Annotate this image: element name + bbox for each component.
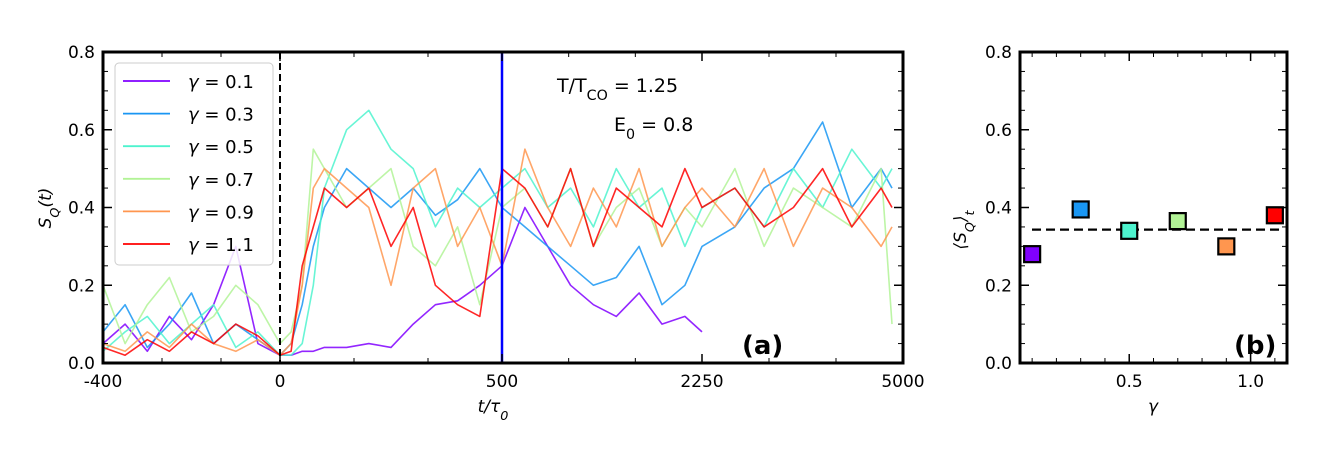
y-tick-label: 0.2 [68,276,95,296]
y-tick-label: 0.6 [68,121,95,141]
panel-b: 0.5 1.0 0.0 0.2 0.4 0.6 0.8 [985,43,1289,392]
x-tick-label: 2250 [680,372,723,392]
legend-label: γ = 0.9 [188,202,254,223]
legend-label: γ = 0.7 [188,170,254,191]
scatter-point [1265,206,1284,225]
x-axis-label-b: γ [1148,397,1159,417]
y-tick-label: 0.0 [68,354,95,374]
panel-label-a: (a) [742,331,783,361]
series-line-0.7 [102,148,893,345]
x-tick-label: 0 [275,372,286,392]
x-tick-label: 500 [486,372,518,392]
y-axis-label-a: SQ(t) [36,188,63,229]
y-tick-label: 0.4 [985,199,1012,219]
y-tick-label: 0.4 [68,199,95,219]
legend: γ = 0.1 γ = 0.3 γ = 0.5 γ = 0.7 γ = 0.9 γ = 1… [114,62,274,266]
panel-label-b: (b) [1234,331,1276,361]
x-axis-label-a: t/τ0 [478,397,509,424]
scatter-point [1217,237,1236,256]
scatter-point [1168,212,1187,231]
axes-frame-b [1018,50,1289,365]
series-line-1.1 [102,167,893,356]
series-line-0.9 [102,148,893,356]
legend-label: γ = 0.3 [188,105,254,126]
legend-label: γ = 0.1 [188,72,254,93]
y-axis-label-b: ⟨SQ⟩t [951,209,978,249]
y-tick-label: 0.6 [985,121,1012,141]
scatter-point [1023,245,1042,264]
scatter-point [1071,200,1090,219]
legend-label: γ = 1.1 [188,235,254,256]
y-tick-label: 0.2 [985,276,1012,296]
panel-a: -400 0 500 2250 5000 0.0 0.2 0.4 0.6 0.8 [68,43,925,392]
y-tick-label: 0.8 [68,43,95,63]
x-tick-label: 5000 [881,372,924,392]
x-tick-label: 0.5 [1116,372,1143,392]
y-tick-label: 0.0 [985,354,1012,374]
x-tick-label: -400 [84,372,123,392]
scatter-point [1120,221,1139,240]
y-tick-label: 0.8 [985,43,1012,63]
legend-label: γ = 0.5 [188,137,254,158]
annotation-temperature: T/TCO = 1.25 [556,75,678,104]
series-line-0.1 [102,206,703,356]
x-tick-label: 1.0 [1237,372,1264,392]
annotation-field: E0 = 0.8 [614,114,693,143]
